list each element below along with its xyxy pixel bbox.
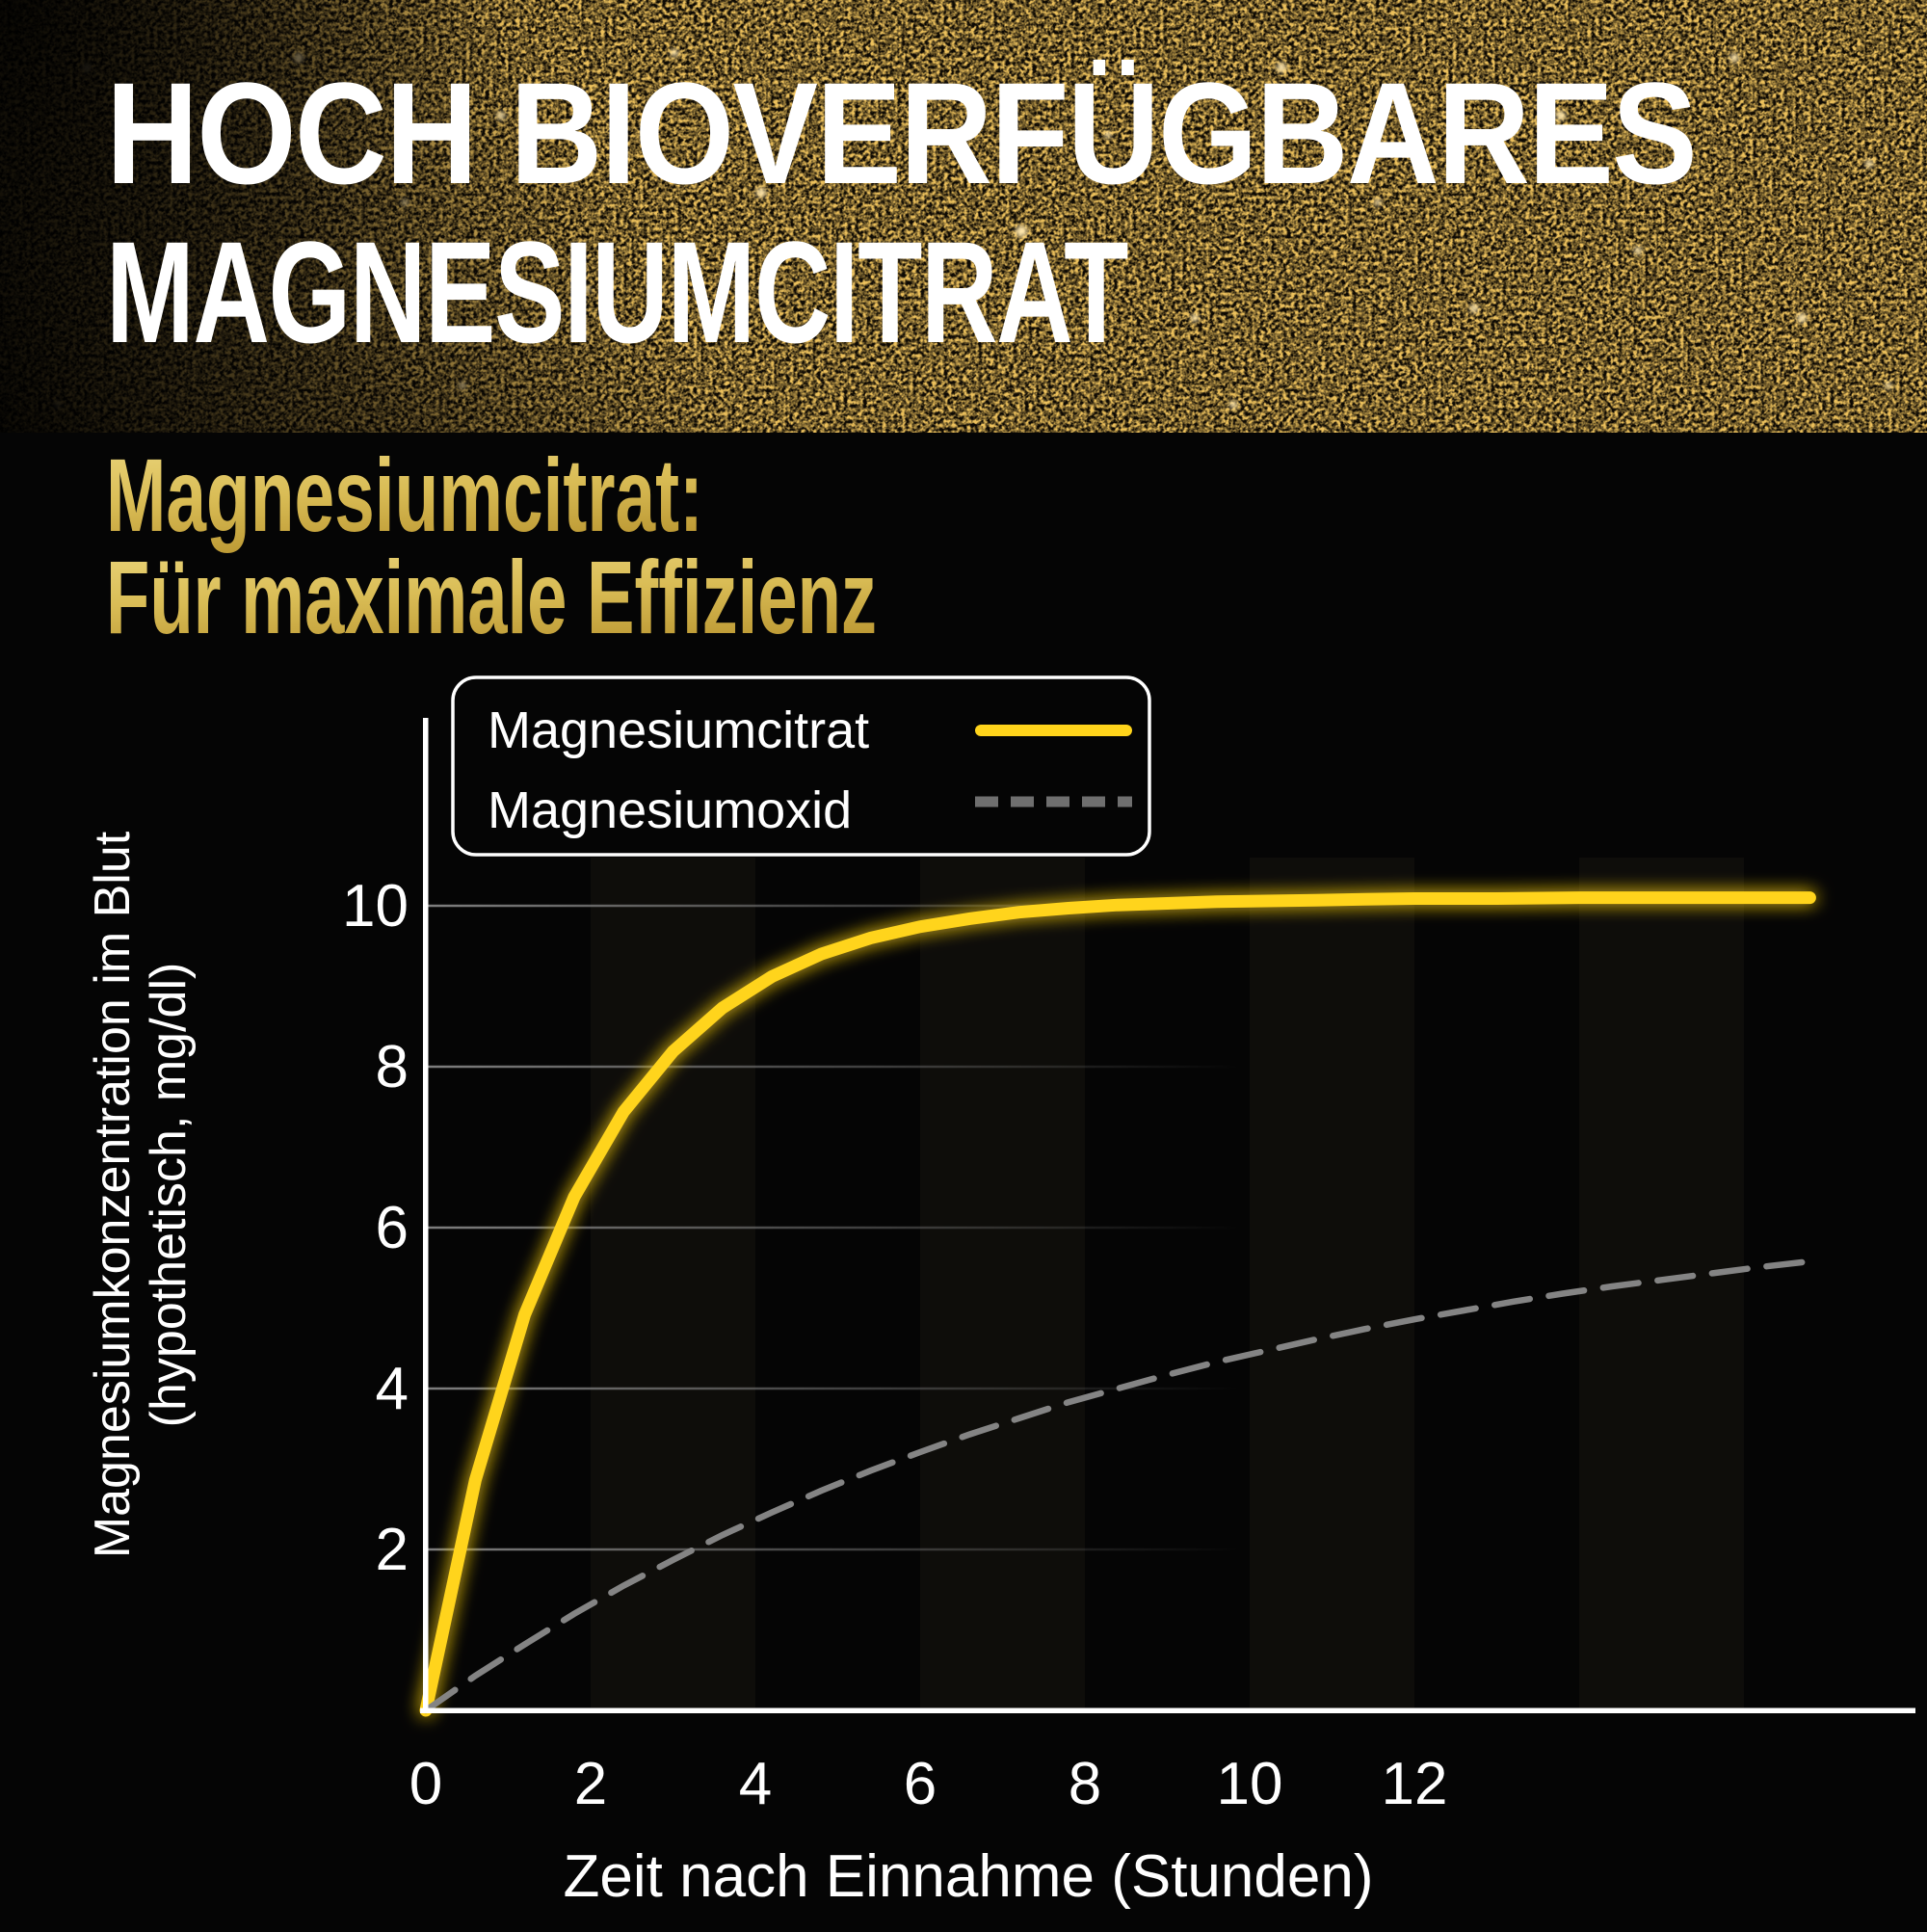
subtitle-line2: Für maximale Effizienz [106,539,877,655]
y-tick-label: 6 [376,1195,409,1261]
y-axis-title-line1: Magnesiumkonzentration im Blut [85,831,141,1558]
chart-legend: Magnesiumcitrat Magnesiumoxid [451,675,1151,857]
line-chart: 2 4 6 8 10 0 2 4 6 8 10 12 Magnesiumkonzentration i… [85,675,1915,1910]
plot-column-band [591,858,755,1708]
chart-plot-layer: 2 4 6 8 10 0 2 4 6 8 10 12 [342,873,1816,1817]
legend-label-magnesiumoxid: Magnesiumoxid [488,781,852,839]
y-axis-title-line2: (hypothetisch, mg/dl) [141,963,197,1428]
x-tick-label: 0 [409,1751,442,1817]
x-tick-label: 12 [1382,1751,1448,1817]
x-tick-label: 2 [574,1751,607,1817]
x-axis-line [420,1707,1915,1713]
legend-label-magnesiumcitrat: Magnesiumcitrat [488,701,869,759]
x-tick-label: 4 [739,1751,772,1817]
y-tick-label: 10 [342,873,409,940]
y-tick-label: 8 [376,1034,409,1100]
legend-box [451,675,1151,857]
y-axis-title: Magnesiumkonzentration im Blut (hypothet… [85,831,197,1558]
curve-magnesiumcitrat [419,891,1816,1717]
y-axis-line [423,718,429,1713]
page-title-line2: MAGNESIUMCITRAT [106,211,1128,373]
legend-swatch-solid-yellow [975,725,1132,736]
subtitle: Magnesiumcitrat: Für maximale Effizienz [106,437,877,655]
y-tick-label: 2 [376,1517,409,1583]
x-tick-label: 8 [1069,1751,1101,1817]
glitter-corner-vignette [0,0,674,433]
curve-magnesiumoxid [422,1257,1813,1714]
subtitle-line1: Magnesiumcitrat: [106,437,703,553]
plot-column-band [920,858,1085,1708]
plot-column-band [1250,858,1414,1708]
x-axis-title: Zeit nach Einnahme (Stunden) [564,1843,1374,1910]
x-tick-label: 6 [904,1751,937,1817]
page-title-line1: HOCH BIOVERFÜGBARES [106,52,1696,214]
y-tick-label: 4 [376,1356,409,1422]
header-glitter-banner: HOCH BIOVERFÜGBARES MAGNESIUMCITRAT [0,0,1927,433]
x-tick-label: 10 [1217,1751,1283,1817]
